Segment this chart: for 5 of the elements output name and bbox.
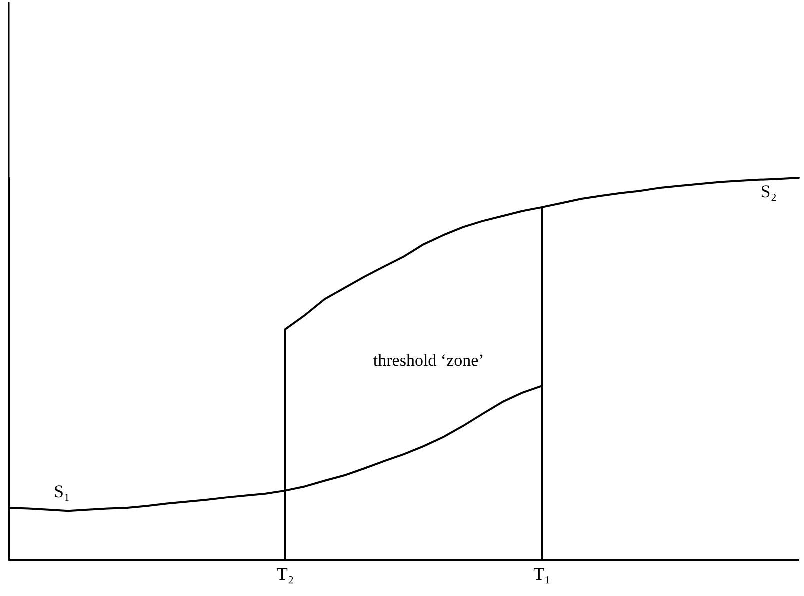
series-label: S₁ xyxy=(54,482,70,502)
x-tick-label: T₂ xyxy=(276,564,294,584)
series-label: S₂ xyxy=(760,182,777,202)
annotation: threshold ‘zone’ xyxy=(373,351,484,370)
x-tick-label: T₁ xyxy=(534,564,551,584)
